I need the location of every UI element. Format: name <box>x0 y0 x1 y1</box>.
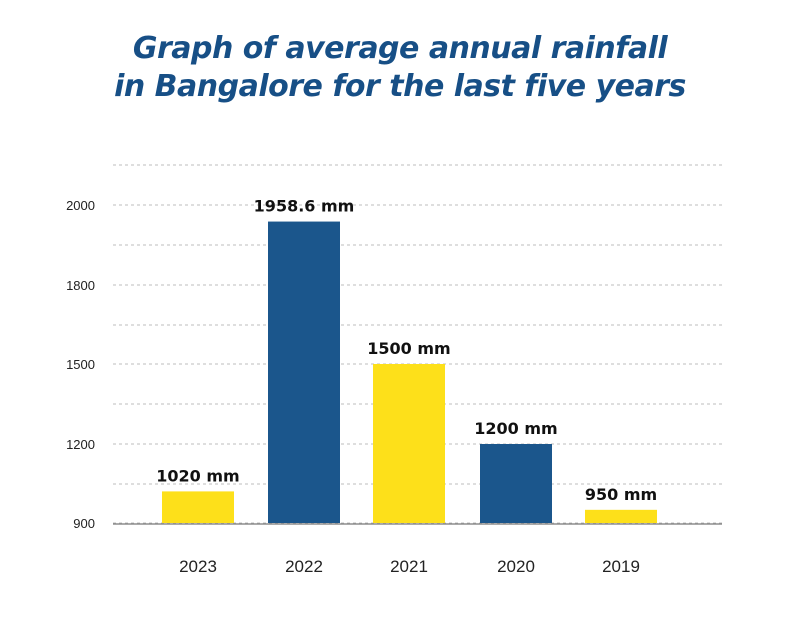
bar <box>162 491 234 523</box>
data-label: 1500 mm <box>367 339 450 358</box>
x-tick-label: 2022 <box>285 557 323 576</box>
data-label: 1958.6 mm <box>254 197 355 216</box>
bars <box>162 221 657 523</box>
bar <box>268 221 340 523</box>
chart-title: Graph of average annual rainfall in Bang… <box>0 30 800 106</box>
bar <box>585 509 657 523</box>
y-tick-label: 1500 <box>66 357 95 372</box>
bar <box>480 444 552 523</box>
y-tick-label: 1800 <box>66 278 95 293</box>
x-tick-label: 2020 <box>497 557 535 576</box>
chart-title-line-1: Graph of average annual rainfall <box>132 31 668 66</box>
y-tick-label: 1200 <box>66 437 95 452</box>
bar <box>373 364 445 523</box>
x-tick-label: 2021 <box>390 557 428 576</box>
data-label: 1200 mm <box>474 419 557 438</box>
x-tick-label: 2019 <box>602 557 640 576</box>
y-tick-label: 2000 <box>66 198 95 213</box>
data-label: 950 mm <box>585 485 657 504</box>
data-labels: 1020 mm 1958.6 mm 1500 mm 1200 mm 950 mm <box>156 197 657 504</box>
x-axis-ticks: 2023 2022 2021 2020 2019 <box>179 557 640 576</box>
y-tick-label: 900 <box>73 516 95 531</box>
chart-title-line-2: in Bangalore for the last five years <box>114 69 686 104</box>
x-tick-label: 2023 <box>179 557 217 576</box>
data-label: 1020 mm <box>156 466 239 485</box>
y-axis-ticks: 900 1200 1500 1800 2000 <box>66 198 95 531</box>
